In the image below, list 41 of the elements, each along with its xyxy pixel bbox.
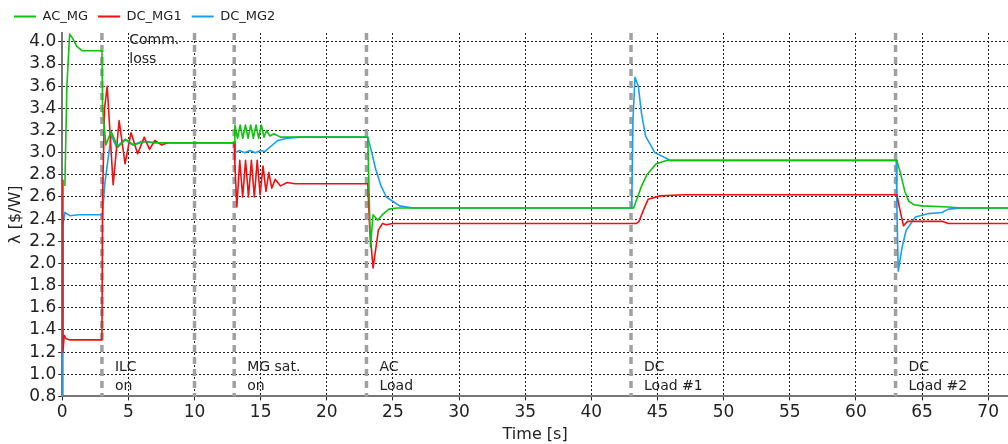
x-axis-title: Time [s] <box>501 423 568 443</box>
y-tick-label: 3.0 <box>29 141 57 162</box>
x-tick-label: 0 <box>56 401 68 422</box>
x-tick-label: 10 <box>183 401 206 422</box>
y-tick-label: 1.6 <box>29 296 57 317</box>
x-tick-label: 35 <box>514 401 537 422</box>
ref-line-label: DC Load #1 <box>644 358 703 394</box>
ref-line-label: MG sat. on <box>247 358 301 394</box>
ref-line-label: DC Load #2 <box>908 358 968 394</box>
x-tick-label: 15 <box>249 401 272 422</box>
x-tick-label: 50 <box>712 401 735 422</box>
x-tick-label: 20 <box>315 401 338 422</box>
x-tick-label: 25 <box>382 401 404 422</box>
y-tick-label: 2.8 <box>29 163 57 184</box>
x-tick-label: 70 <box>977 401 999 422</box>
y-tick-label: 2.6 <box>29 185 57 206</box>
x-tick-label: 30 <box>448 401 470 422</box>
x-tick-label: 45 <box>646 401 669 422</box>
y-axis-title: λ [$/W] <box>4 185 24 244</box>
y-tick-label: 3.6 <box>29 74 57 95</box>
y-tick-label: 1.0 <box>29 362 57 383</box>
y-tick-label: 2.0 <box>29 251 57 272</box>
x-tick-label: 60 <box>845 401 867 422</box>
y-tick-label: 2.4 <box>29 207 57 228</box>
y-tick-label: 1.2 <box>29 340 57 361</box>
y-tick-label: 4.0 <box>29 30 57 51</box>
y-tick-label: 0.8 <box>29 384 57 405</box>
legend-label: DC_MG1 <box>126 7 182 23</box>
x-tick-label: 65 <box>911 401 933 422</box>
y-tick-label: 2.2 <box>29 229 57 250</box>
x-tick-label: 5 <box>122 401 134 422</box>
y-tick-label: 3.2 <box>29 118 57 139</box>
x-tick-label: 40 <box>580 401 603 422</box>
y-tick-label: 3.8 <box>29 52 57 73</box>
y-tick-label: 1.4 <box>29 318 57 339</box>
legend-label: AC_MG <box>42 7 89 23</box>
y-tick-label: 1.8 <box>29 274 57 295</box>
legend-label: DC_MG2 <box>220 7 276 23</box>
y-tick-label: 3.4 <box>29 96 57 117</box>
x-tick-label: 55 <box>778 401 801 422</box>
ref-line-label: ILC on <box>114 358 137 394</box>
